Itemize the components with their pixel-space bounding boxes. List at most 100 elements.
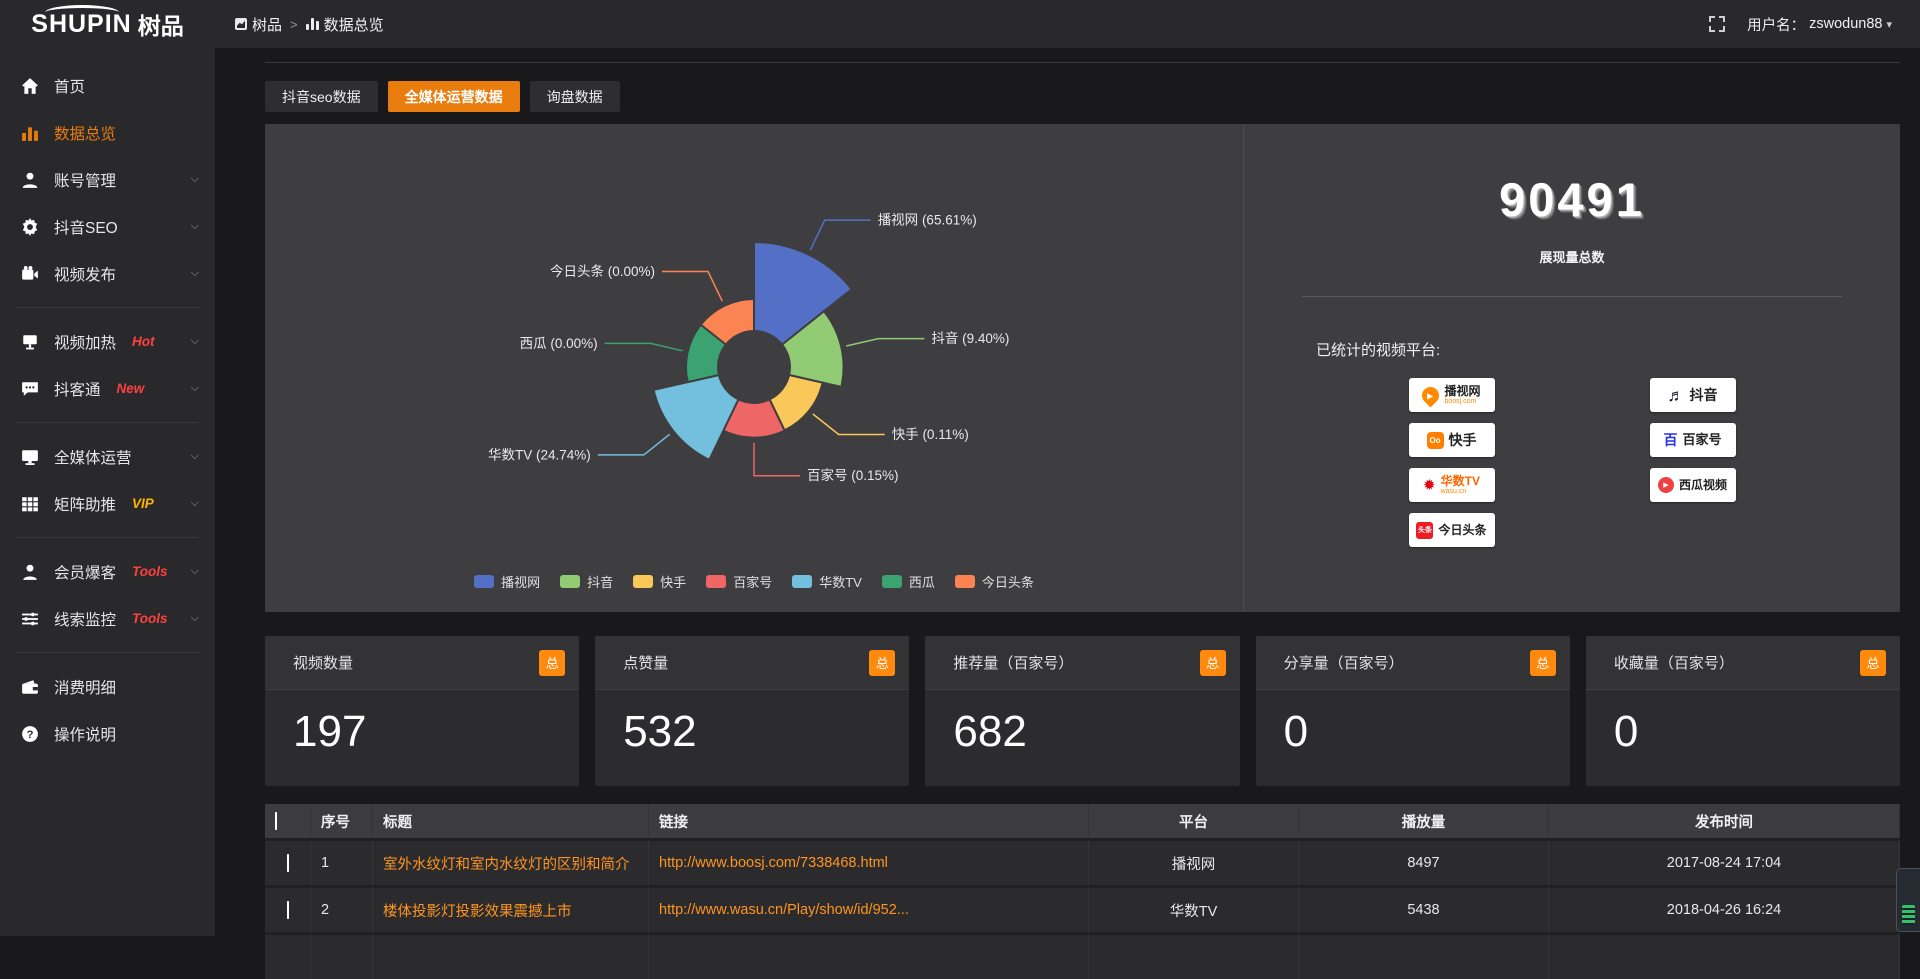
total-badge[interactable]: 总 [869,649,896,676]
sidebar-divider [16,537,199,538]
sidebar-divider [16,307,199,308]
platform-badge-boosj[interactable]: ▶ 播视网 boosj.com [1408,378,1495,412]
total-badge[interactable]: 总 [1860,649,1887,676]
total-impressions-label: 展现量总数 [1539,250,1605,265]
breadcrumb-current[interactable]: 数据总览 [305,14,384,35]
sidebar-item-data-overview[interactable]: 数据总览 [0,109,215,156]
tab-omnimedia[interactable]: 全媒体运营数据 [387,81,520,112]
fullscreen-icon[interactable] [1709,16,1726,32]
hot-badge: Hot [132,334,155,349]
tools-badge: Tools [132,564,168,579]
pie-label: 华数TV (24.74%) [488,447,591,462]
total-badge[interactable]: 总 [1529,649,1556,676]
sidebar-item-leads[interactable]: 线索监控 Tools ⌵ [0,595,215,642]
breadcrumb: 树品 > 数据总览 [235,14,384,35]
sidebar-item-omnimedia[interactable]: 全媒体运营 ⌵ [0,433,215,480]
person-icon [20,562,39,581]
stat-card-favorites: 收藏量（百家号）总 0 [1585,636,1901,786]
legend-item[interactable]: 百家号 [706,572,772,591]
scroll-thumb-icon [1902,905,1915,925]
video-url-link[interactable]: http://www.boosj.com/7338468.html [659,855,888,871]
scrollbar-widget[interactable] [1896,868,1920,932]
chat-bubble-icon [20,379,39,398]
legend-item[interactable]: 播视网 [474,572,540,591]
total-badge[interactable]: 总 [1199,649,1226,676]
chevron-down-icon: ⌵ [190,450,199,462]
home-icon [20,76,39,95]
top-bar: SHUPIN 树品 树品 > 数据总览 用户名： zswodun88 ▾ [0,0,1920,48]
platform-badge-wasu[interactable]: ✹ 华数TV wasu.cn [1408,468,1495,502]
screen-icon [20,332,39,351]
platform-grid: ▶ 播视网 boosj.com Oo 快手 ✹ 华数TV wasu.cn 头条 今日… [1244,378,1900,547]
chevron-down-icon: ⌵ [190,267,199,279]
stat-cards-row: 视频数量总 197 点赞量总 532 推荐量（百家号）总 682 分享量（百家号… [265,636,1901,786]
stat-card-videos: 视频数量总 197 [265,636,580,786]
chart-legend: 播视网 抖音 快手 百家号 华数TV 西瓜 今日头条 [265,572,1243,591]
chevron-down-icon: ⌵ [190,612,199,624]
chevron-down-icon: ⌵ [190,382,199,394]
platform-badge-douyin[interactable]: ♬ 抖音 [1649,378,1736,412]
chevron-down-icon: ⌵ [190,335,199,347]
chart-panel: 播视网 (65.61%) 抖音 (9.40%) 快手 (0.11%) 百家号 (0.1… [265,124,1900,612]
sidebar-item-video-publish[interactable]: 视频发布 ⌵ [0,250,215,297]
pie-slice-1[interactable] [780,309,845,389]
kuaishou-logo-icon: Oo [1426,431,1444,449]
pie-slice-0[interactable] [753,240,854,347]
tab-douyin-seo[interactable]: 抖音seo数据 [265,81,378,112]
row-checkbox[interactable] [286,901,289,919]
tab-inquiry[interactable]: 询盘数据 [529,81,620,112]
chevron-down-icon: ⌵ [190,173,199,185]
platform-badge-baijiahao[interactable]: 百 百家号 [1649,423,1736,457]
sidebar-item-member[interactable]: 会员爆客 Tools ⌵ [0,548,215,595]
sidebar-item-spending[interactable]: 消费明细 [0,663,215,710]
bar-chart-icon [305,18,319,30]
legend-item[interactable]: 华数TV [792,572,862,591]
wallet-icon [20,677,39,696]
platform-badge-kuaishou[interactable]: Oo 快手 [1408,423,1495,457]
chevron-down-icon: ⌵ [190,220,199,232]
sidebar-item-video-boost[interactable]: 视频加热 Hot ⌵ [0,318,215,365]
total-impressions-value: 90491 [1499,173,1645,226]
legend-item[interactable]: 抖音 [560,572,613,591]
toutiao-logo-icon: 头条 [1416,521,1434,539]
stat-card-likes: 点赞量总 532 [595,636,910,786]
sidebar-item-douyin-seo[interactable]: 抖音SEO ⌵ [0,203,215,250]
user-menu[interactable]: 用户名： zswodun88 ▾ [1747,14,1892,35]
total-badge[interactable]: 总 [539,649,566,676]
legend-item[interactable]: 快手 [633,572,686,591]
stat-value: 0 [1283,707,1309,756]
boosj-logo-icon: ▶ [1418,382,1444,408]
video-title-link[interactable]: 室外水纹灯和室内水纹灯的区别和简介 [383,856,630,873]
platforms-label: 已统计的视频平台: [1316,342,1441,359]
xigua-logo-icon: ▶ [1657,477,1674,493]
sidebar-item-douketong[interactable]: 抖客通 New ⌵ [0,365,215,412]
question-circle-icon: ? [20,724,39,743]
sidebar-item-account[interactable]: 账号管理 ⌵ [0,156,215,203]
logo-text-cn: 树品 [137,13,184,39]
table-row: 2 楼体投影灯投影效果震撼上市 http://www.wasu.cn/Play/… [265,885,1900,932]
platform-badge-xigua[interactable]: ▶ 西瓜视频 [1649,468,1736,502]
sidebar-item-help[interactable]: ? 操作说明 [0,710,215,757]
baijiahao-logo-icon: 百 [1663,432,1678,448]
sidebar: 首页 数据总览 账号管理 ⌵ 抖音SEO ⌵ 视频发布 ⌵ 视频加热 Hot ⌵… [0,48,215,936]
rose-pie-chart: 播视网 (65.61%) 抖音 (9.40%) 快手 (0.11%) 百家号 (0.1… [265,124,1243,612]
select-all-checkbox[interactable] [275,812,277,830]
app-logo[interactable]: SHUPIN 树品 [0,4,215,41]
pie-label: 西瓜 (0.00%) [520,336,598,351]
sidebar-item-matrix[interactable]: 矩阵助推 VIP ⌵ [0,480,215,527]
pie-slice-6[interactable] [699,297,755,347]
breadcrumb-separator: > [290,16,298,32]
wasu-logo-icon: ✹ [1423,476,1436,494]
pie-slice-4[interactable] [652,373,740,462]
sidebar-divider [16,652,199,653]
video-url-link[interactable]: http://www.wasu.cn/Play/show/id/952... [659,902,909,918]
pie-chart-svg[interactable]: 播视网 (65.61%) 抖音 (9.40%) 快手 (0.11%) 百家号 (0.1… [265,132,1243,572]
legend-item[interactable]: 今日头条 [954,572,1034,591]
main-content: 抖音seo数据 全媒体运营数据 询盘数据 播视网 (65.61%) 抖音 (9.4… [215,48,1920,979]
sidebar-item-home[interactable]: 首页 [0,62,215,109]
video-title-link[interactable]: 楼体投影灯投影效果震撼上市 [383,903,572,920]
platform-badge-toutiao[interactable]: 头条 今日头条 [1408,513,1495,547]
row-checkbox[interactable] [286,854,289,872]
breadcrumb-home[interactable]: 树品 [235,14,282,35]
legend-item[interactable]: 西瓜 [881,572,935,591]
